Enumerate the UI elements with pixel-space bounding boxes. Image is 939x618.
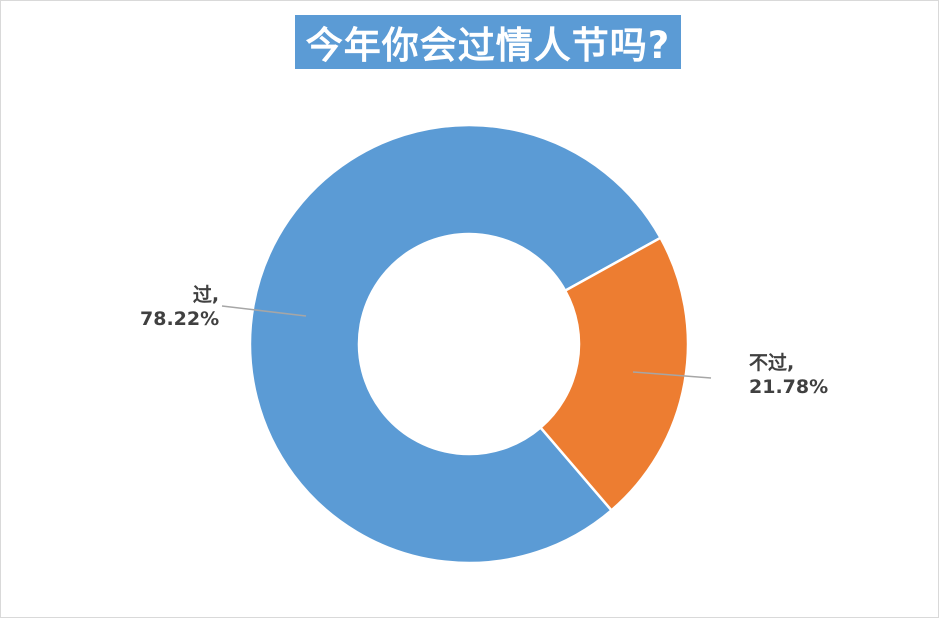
leader-line-1 [632,371,712,379]
data-label-buguo: 不过, 21.78% [749,351,828,399]
data-label-guo: 过, 78.22% [140,283,219,331]
data-label-category: 不过, [749,352,795,374]
leader-line-0 [221,305,307,317]
donut-slice-0 [248,123,663,565]
data-label-percent: 78.22% [140,308,220,330]
donut-slice-1 [538,236,690,513]
data-label-category: 过, [192,284,220,306]
data-label-percent: 21.78% [749,376,829,398]
chart-title: 今年你会过情人节吗? [295,15,681,69]
